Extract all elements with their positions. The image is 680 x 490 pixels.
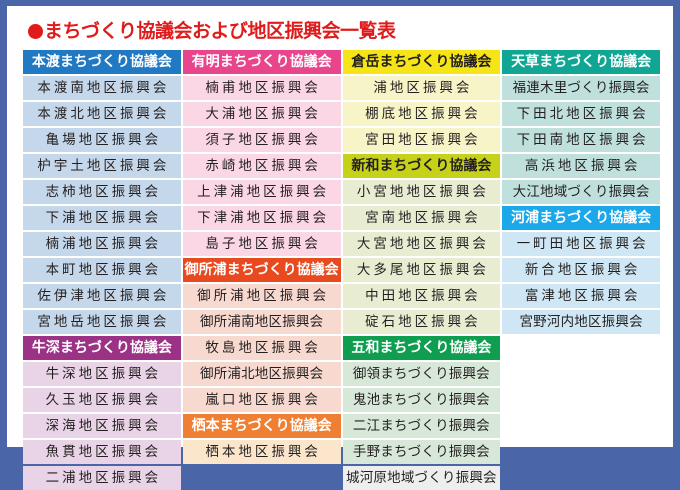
district-association-cell: 大宮地地区振興会 [342,232,501,256]
district-association-cell: 本渡北地区振興会 [23,102,181,126]
district-association-cell: 鬼池まちづくり振興会 [342,388,501,412]
organization-table: 本渡まちづくり協議会 本渡南地区振興会 本渡北地区振興会 亀場地区振興会 枦宇土地区振興… [23,50,660,490]
council-header-cell: 御所浦まちづくり協議会 [182,258,341,282]
district-association-cell: 棚底地区振興会 [342,102,501,126]
district-association-cell: 城河原地域づくり振興会 [342,466,501,490]
district-association-cell: 本町地区振興会 [23,258,181,282]
district-association-cell: 下津浦地区振興会 [182,206,341,230]
district-association-cell: 小宮地地区振興会 [342,180,501,204]
district-association-cell: 栖本地区振興会 [182,440,341,464]
district-association-cell: 宮地岳地区振興会 [23,310,181,334]
district-association-cell: 富津地区振興会 [502,284,660,308]
council-header-cell: 有明まちづくり協議会 [182,50,341,74]
district-association-cell: 福連木里づくり振興会 [502,76,660,100]
district-association-cell: 楠甫地区振興会 [182,76,341,100]
district-association-cell: 浦地区振興会 [342,76,501,100]
column-2: 有明まちづくり協議会 楠甫地区振興会 大浦地区振興会 須子地区振興会 赤崎地区振興会 上津… [182,50,341,490]
column-4: 天草まちづくり協議会 福連木里づくり振興会 下田北地区振興会 下田南地区振興会 高浜地区… [502,50,660,490]
page-title-text: まちづくり協議会および地区振興会一覧表 [44,20,396,42]
district-association-cell: 亀場地区振興会 [23,128,181,152]
district-association-cell: 二浦地区振興会 [23,466,181,490]
council-header-cell: 栖本まちづくり協議会 [182,414,341,438]
district-association-cell: 一町田地区振興会 [502,232,660,256]
council-header-cell: 天草まちづくり協議会 [502,50,660,74]
bullet-icon [28,24,43,39]
district-association-cell: 赤崎地区振興会 [182,154,341,178]
district-association-cell: 手野まちづくり振興会 [342,440,501,464]
district-association-cell: 碇石地区振興会 [342,310,501,334]
district-association-cell: 下田北地区振興会 [502,102,660,126]
district-association-cell: 御所浦地区振興会 [182,284,341,308]
district-association-cell: 魚貫地区振興会 [23,440,181,464]
column-1: 本渡まちづくり協議会 本渡南地区振興会 本渡北地区振興会 亀場地区振興会 枦宇土地区振興… [23,50,181,490]
district-association-cell: 志柿地区振興会 [23,180,181,204]
council-header-cell: 河浦まちづくり協議会 [502,206,660,230]
district-association-cell: 大江地域づくり振興会 [502,180,660,204]
column-3: 倉岳まちづくり協議会 浦地区振興会 棚底地区振興会 宮田地区振興会 新和まちづくり協議会… [342,50,501,490]
district-association-cell: 二江まちづくり振興会 [342,414,501,438]
district-association-cell: 高浜地区振興会 [502,154,660,178]
district-association-cell: 宮南地区振興会 [342,206,501,230]
district-association-cell: 佐伊津地区振興会 [23,284,181,308]
council-header-cell: 五和まちづくり協議会 [342,336,501,360]
district-association-cell: 御所浦南地区振興会 [182,310,341,334]
district-association-cell: 御所浦北地区振興会 [182,362,341,386]
district-association-cell: 枦宇土地区振興会 [23,154,181,178]
council-header-cell: 新和まちづくり協議会 [342,154,501,178]
council-header-cell: 牛深まちづくり協議会 [23,336,181,360]
district-association-cell: 本渡南地区振興会 [23,76,181,100]
district-association-cell: 御領まちづくり振興会 [342,362,501,386]
district-association-cell: 久玉地区振興会 [23,388,181,412]
district-association-cell: 中田地区振興会 [342,284,501,308]
district-association-cell: 新合地区振興会 [502,258,660,282]
page-canvas: まちづくり協議会および地区振興会一覧表 本渡まちづくり協議会 本渡南地区振興会 本渡… [7,6,673,490]
district-association-cell: 大多尾地区振興会 [342,258,501,282]
district-association-cell: 下田南地区振興会 [502,128,660,152]
district-association-cell: 楠浦地区振興会 [23,232,181,256]
district-association-cell: 牛深地区振興会 [23,362,181,386]
district-association-cell: 牧島地区振興会 [182,336,341,360]
council-header-cell: 本渡まちづくり協議会 [23,50,181,74]
district-association-cell: 大浦地区振興会 [182,102,341,126]
page-title: まちづくり協議会および地区振興会一覧表 [28,18,396,44]
district-association-cell: 嵐口地区振興会 [182,388,341,412]
district-association-cell: 須子地区振興会 [182,128,341,152]
district-association-cell: 宮野河内地区振興会 [502,310,660,334]
district-association-cell: 上津浦地区振興会 [182,180,341,204]
district-association-cell: 深海地区振興会 [23,414,181,438]
district-association-cell: 島子地区振興会 [182,232,341,256]
council-header-cell: 倉岳まちづくり協議会 [342,50,501,74]
district-association-cell: 下浦地区振興会 [23,206,181,230]
district-association-cell: 宮田地区振興会 [342,128,501,152]
